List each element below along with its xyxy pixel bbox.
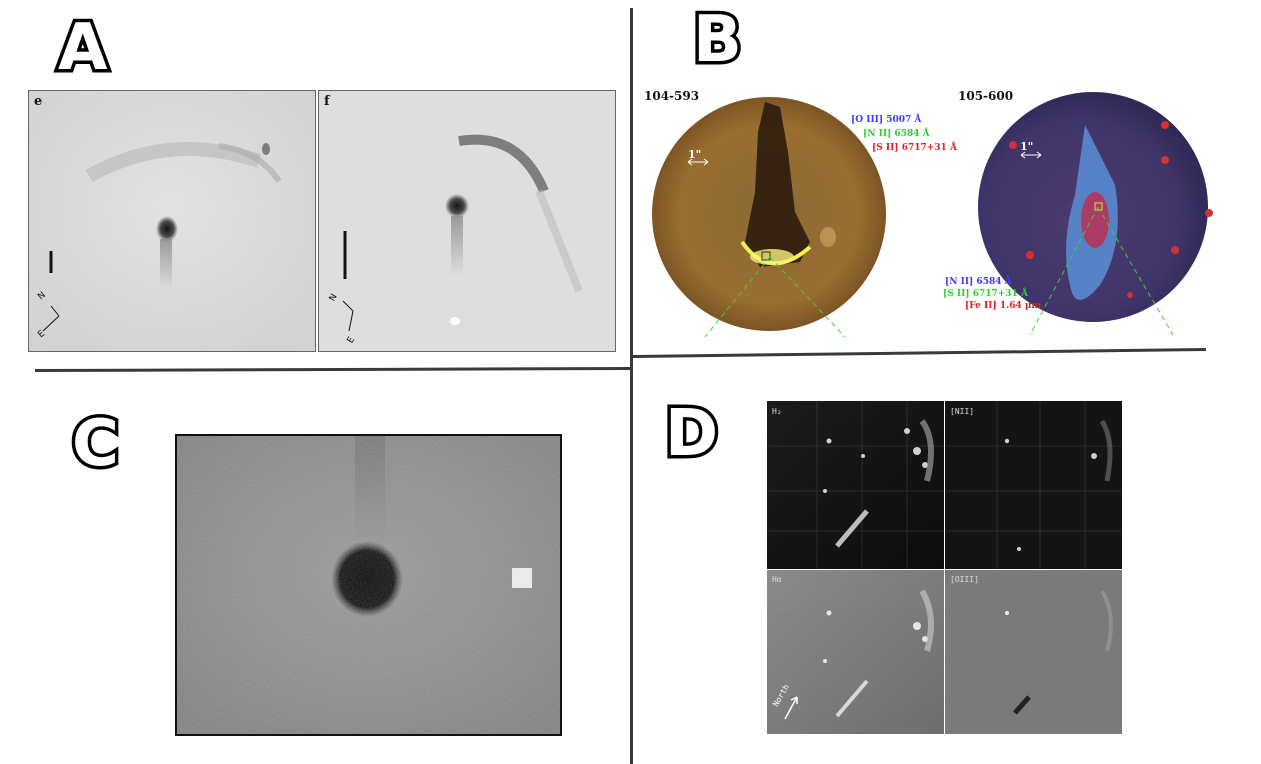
panel-d-label-nii: [NII]	[950, 407, 975, 416]
object-id-right: 105-600	[958, 89, 1014, 103]
panel-d-svg	[767, 401, 1122, 734]
panel-a-e-image: N E	[29, 91, 315, 351]
panel-a-f-label: f	[324, 94, 330, 109]
line-label-left-2: [N II] 6584 Å	[863, 129, 930, 139]
panel-a-f: N E f	[318, 90, 616, 352]
panel-d-label-h2: H₂	[772, 407, 782, 416]
svg-text:N: N	[328, 292, 340, 303]
svg-text:E: E	[36, 329, 47, 341]
line-label-right-1: [N II] 6584 Å	[945, 277, 1012, 287]
panel-a-f-image: N E	[319, 91, 615, 351]
panel-d-label-halpha: Hα	[772, 575, 782, 584]
vertical-divider	[630, 8, 633, 764]
panel-a-e: N E e	[28, 90, 316, 352]
object-id-left: 104-593	[644, 89, 700, 103]
panel-d-label-oiii: [OIII]	[950, 575, 979, 584]
line-label-left-1: [O III] 5007 Å	[851, 115, 922, 125]
quadrant-letter-b: B	[690, 3, 746, 77]
panel-d-grid: H₂ [NII] Hα [OIII] North	[767, 401, 1122, 734]
svg-text:E: E	[346, 335, 358, 345]
panel-c-svg	[177, 436, 560, 734]
svg-text:N: N	[36, 290, 48, 302]
scale-label-right: 1"	[1020, 140, 1034, 153]
quadrant-letter-c: C	[69, 407, 123, 481]
object-image-right	[978, 92, 1213, 336]
panel-a-e-label: e	[34, 94, 43, 109]
horizontal-divider-right	[632, 347, 1206, 358]
quadrant-letter-a: A	[55, 11, 111, 85]
scale-label-left: 1"	[688, 148, 702, 161]
line-label-right-2: [S II] 6717+31 Å	[943, 289, 1028, 299]
panel-c-image	[175, 434, 562, 736]
quadrant-letter-d: D	[661, 397, 721, 471]
line-label-left-3: [S II] 6717+31 Å	[872, 143, 957, 153]
line-label-right-3: [Fe II] 1.64 μm	[965, 301, 1041, 311]
horizontal-divider-left	[34, 366, 634, 373]
object-image-left	[652, 97, 886, 338]
